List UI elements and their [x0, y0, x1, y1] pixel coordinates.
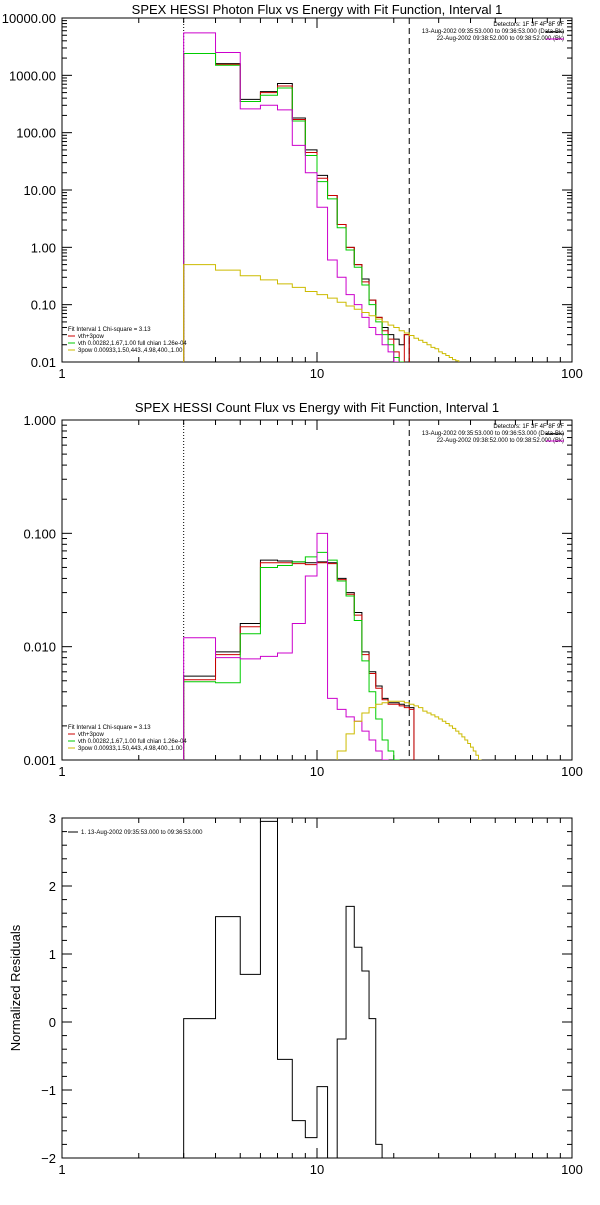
y-tick-label: 3 — [49, 811, 56, 826]
y-tick-label: 0.01 — [31, 355, 56, 370]
y-tick-label: 100.00 — [16, 126, 56, 141]
header-text: 22-Aug-2002 09:38:52.000 to 09:38:52.000… — [437, 438, 564, 444]
series-line-4 — [183, 532, 400, 760]
chart-panel-2: SPEX HESSI Count Flux vs Energy with Fit… — [23, 400, 583, 779]
plot-area — [183, 32, 496, 362]
y-tick-label: 0.100 — [23, 526, 56, 541]
x-tick-label: 1 — [58, 764, 65, 779]
series-line-1 — [183, 559, 415, 760]
y-tick-label: 0.001 — [23, 753, 56, 768]
series-line-5 — [183, 264, 496, 362]
header-text: 13-Aug-2002 09:35:53.000 to 09:36:53.000… — [422, 431, 564, 437]
series-line-5 — [327, 700, 548, 760]
header-text: Detectors: 1F 3F 4F 8F 9F — [493, 22, 564, 28]
x-tick-label: 1 — [58, 366, 65, 381]
series-line-2 — [183, 562, 415, 760]
header-text: Detectors: 1F 3F 4F 8F 9F — [493, 424, 564, 430]
y-tick-label: 1.00 — [31, 240, 56, 255]
x-tick-label: 100 — [561, 764, 583, 779]
y-tick-label: 0 — [49, 1015, 56, 1030]
plot-area — [183, 820, 410, 1158]
series-line-3 — [183, 53, 405, 362]
series-line-3 — [183, 551, 405, 760]
y-tick-label: 0.10 — [31, 298, 56, 313]
chart-title: SPEX HESSI Photon Flux vs Energy with Fi… — [132, 2, 503, 17]
x-tick-label: 1 — [58, 1162, 65, 1177]
legend-title: Fit Interval 1 Chi-square = 3.13 — [68, 327, 151, 333]
y-tick-label: 1 — [49, 947, 56, 962]
y-tick-label: 10.00 — [23, 183, 56, 198]
y-tick-label: 10000.00 — [2, 11, 56, 26]
x-tick-label: 10 — [310, 1162, 324, 1177]
y-axis-label: Normalized Residuals — [8, 924, 23, 1051]
legend-label: 3pow 0.00933,1.50,443.,4.98,400.,1.00 — [78, 746, 183, 752]
legend-label: vth+3pow — [78, 334, 105, 340]
legend-label: vth 0.00282,1.67,1.00 full chian 1.26e-0… — [78, 341, 187, 347]
y-tick-label: 1.000 — [23, 413, 56, 428]
header-text: 13-Aug-2002 09:35:53.000 to 09:36:53.000… — [422, 29, 564, 35]
legend-label: 3pow 0.00933,1.50,443.,4.98,400.,1.00 — [78, 348, 183, 354]
y-tick-label: −2 — [41, 1151, 56, 1166]
chart-title: SPEX HESSI Count Flux vs Energy with Fit… — [135, 400, 499, 415]
y-tick-label: −1 — [41, 1083, 56, 1098]
plot-frame — [61, 419, 573, 761]
y-tick-label: 2 — [49, 879, 56, 894]
y-tick-label: 0.010 — [23, 640, 56, 655]
series-line-1 — [183, 820, 410, 1158]
legend-label: vth+3pow — [78, 732, 105, 738]
x-tick-label: 100 — [561, 1162, 583, 1177]
plot-area — [183, 532, 548, 760]
x-tick-label: 10 — [310, 764, 324, 779]
chart-panel-3: 1 10 100 −2 −1 0 1 2 3 Normalized Residuals 1. 13-… — [8, 811, 583, 1177]
x-tick-label: 10 — [310, 366, 324, 381]
x-tick-label: 100 — [561, 366, 583, 381]
legend-title: Fit Interval 1 Chi-square = 3.13 — [68, 725, 151, 731]
series-line-4 — [183, 32, 400, 362]
y-tick-label: 1000.00 — [9, 68, 56, 83]
legend-label: vth 0.00282,1.67,1.00 full chian 1.26e-0… — [78, 739, 187, 745]
header-text: 22-Aug-2002 09:38:52.000 to 09:38:52.000… — [437, 36, 564, 42]
legend-label: 1. 13-Aug-2002 09:35:53.000 to 09:36:53.… — [81, 830, 203, 836]
chart-panel-1: SPEX HESSI Photon Flux vs Energy with Fi… — [2, 2, 583, 381]
